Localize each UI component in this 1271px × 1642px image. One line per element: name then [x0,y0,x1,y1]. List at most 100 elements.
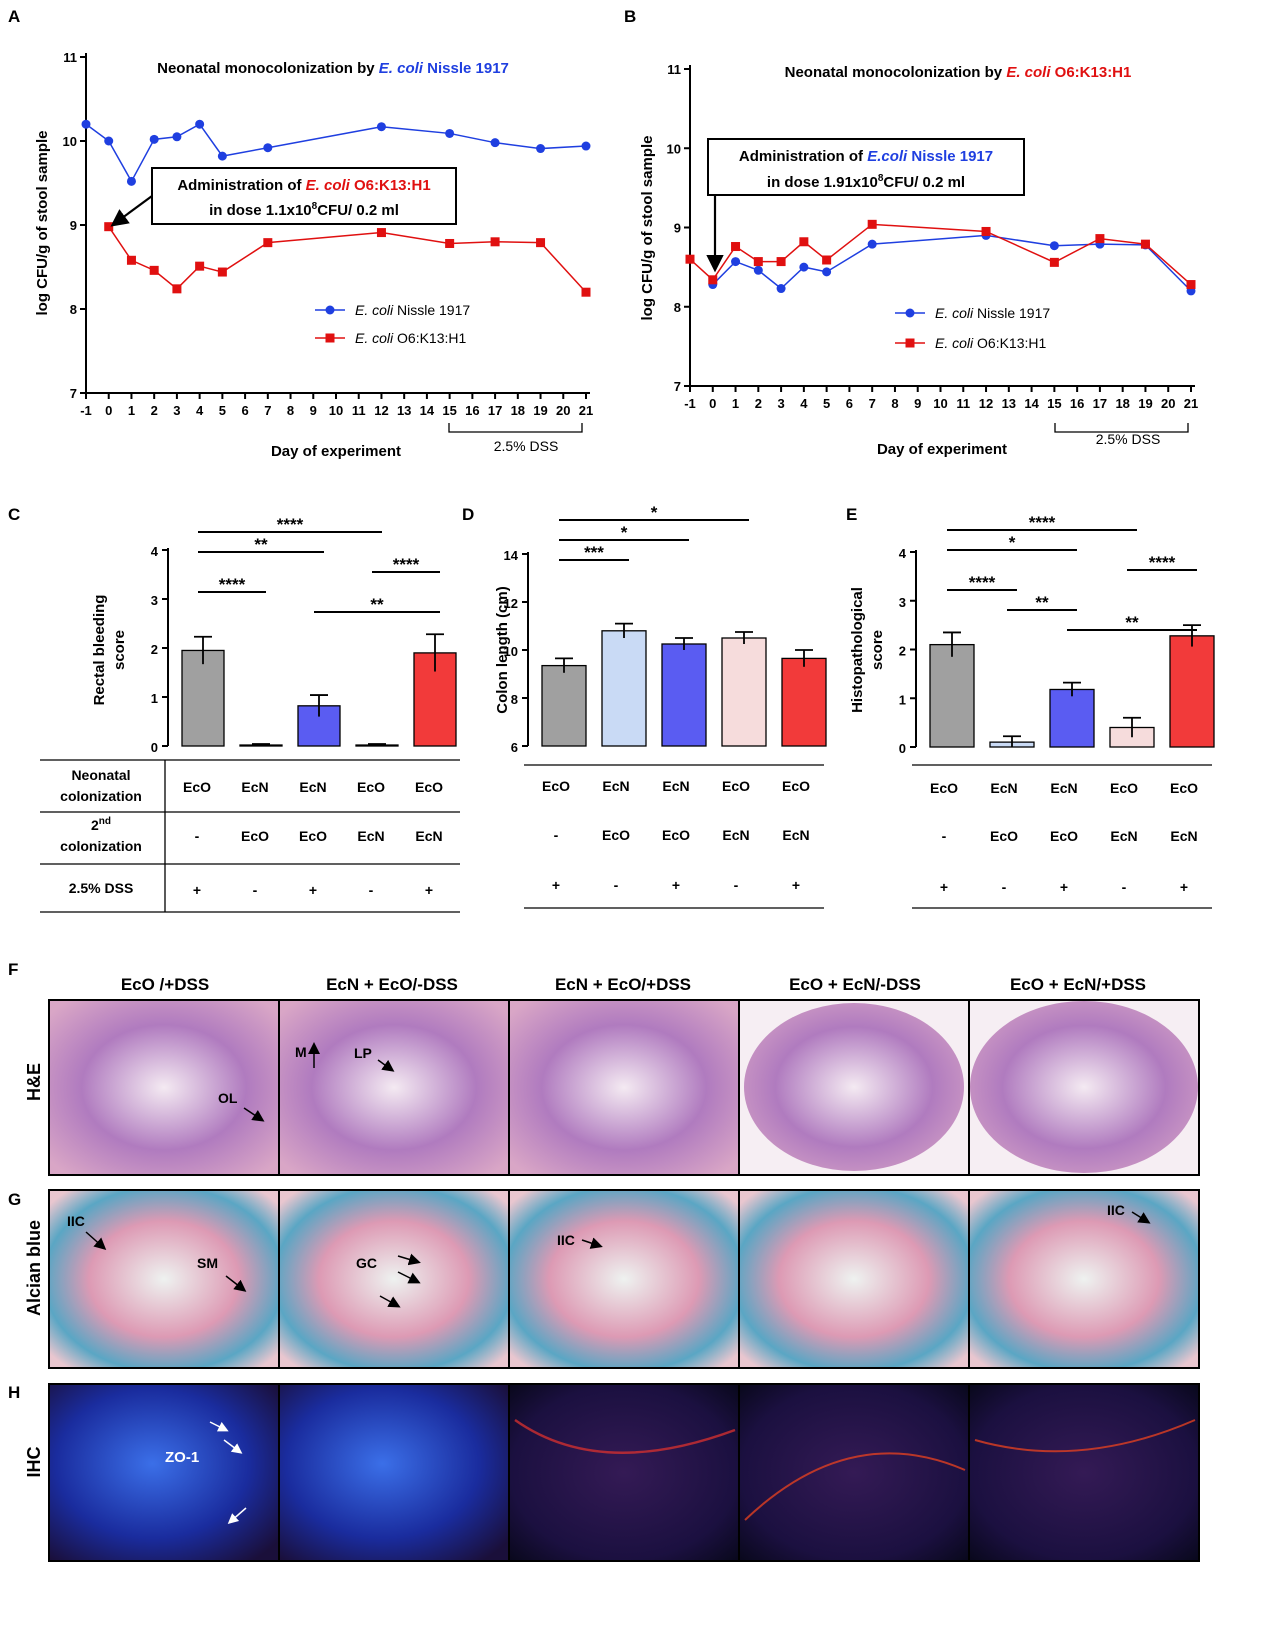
table-d-cell: - [734,877,739,893]
panel-c-ytick-label: 1 [151,691,158,706]
panel-b-ytick-label: 10 [667,141,681,156]
panel-a-series-1-point [445,128,455,138]
condition-table-c: Neonatal colonization 2nd colonization 2.5… [40,759,460,913]
panel-b-xtick-label: 16 [1070,396,1084,411]
panel-a-series-2-point [581,287,591,297]
panel-a-xtick-label: 20 [556,403,570,418]
panel-a-series-1-point [376,122,386,132]
panel-a-series-1-point [195,119,205,129]
panel-label-f: F [8,960,18,979]
panel-b-xtick-label: 2 [755,396,762,411]
panel-b-dss-label: 2.5% DSS [1096,431,1161,447]
he-image-2 [278,999,510,1176]
panel-a-xtick-label: 4 [196,403,204,418]
panel-b-xtick-label: 12 [979,396,993,411]
table-d-cell: - [614,877,619,893]
panel-a-xtick-label: 5 [219,403,226,418]
panel-c-sig-label: ** [254,535,268,554]
histology-col-4-label: EcO + EcN/-DSS [789,975,921,994]
panel-a-xtick-label: 0 [105,403,112,418]
panel-c-ytick-label: 4 [151,544,159,559]
panel-a-ytick-label: 11 [63,50,77,65]
panel-d-sig-label: * [621,523,628,542]
panel-a-xtick-label: 16 [465,403,479,418]
panel-e-ytick-label: 2 [899,644,906,659]
panel-d-sig-label: *** [584,543,604,562]
panel-e-ylabel: Histopathological score [849,587,886,713]
condition-table-e: EcO EcN EcN EcO EcO - EcO EcO EcN EcN + - + - + [912,764,1212,909]
panel-a-series-2-line [108,226,587,293]
table-e-cell: - [942,828,947,844]
panel-b-title: Neonatal monocolonization by E. coli O6:… [785,64,1132,81]
panel-e-sig-label: ** [1035,593,1049,612]
condition-table-d: EcO EcN EcN EcO EcO - EcO EcO EcN EcN + - + - + [524,764,824,909]
histology-col-3-label: EcN + EcO/+DSS [555,975,691,994]
panel-a-legend-nissle: E. coli Nissle 1917 [355,302,470,318]
panel-b-series-2-point [799,237,809,247]
panel-a-xtick-label: 3 [173,403,180,418]
panel-label-b: B [624,7,636,26]
panel-a-ytick-label: 9 [70,218,77,233]
panel-d-ylabel: Colon length (cm) [494,586,511,714]
panel-b-series-1-point [822,267,832,277]
alcian-image-2 [278,1189,510,1369]
table-d-cell: EcN [602,778,629,794]
annot-ol: OL [218,1090,238,1106]
panel-a-series-1-point [149,134,159,144]
panel-a-series-1-point [217,151,227,161]
table-c-cell: EcO [241,828,269,844]
table-d-cell: EcO [542,778,570,794]
panel-b-ytick-label: 9 [674,221,681,236]
table-e-cell: + [1180,879,1188,895]
panel-label-g: G [8,1190,21,1209]
panel-d-ytick-label: 10 [504,644,518,659]
panel-a-xtick-label: 9 [310,403,317,418]
panel-d-ytick-label: 8 [511,692,518,707]
table-d-cell: + [792,877,800,893]
panel-b-xtick-label: -1 [684,396,696,411]
panel-a-xlabel: Day of experiment [271,443,401,460]
table-e-cell: - [1122,879,1127,895]
table-d-cell: EcN [722,827,749,843]
panel-label-h: H [8,1383,20,1402]
panel-b-xtick-label: 10 [933,396,947,411]
table-c-cell: + [193,882,201,898]
panel-a-series-2-point [195,261,205,271]
panel-a-title: Neonatal monocolonization by E. coli Nis… [157,60,509,77]
table-c-cell: EcO [183,779,211,795]
alcian-image-4 [738,1189,970,1369]
ihc-row [48,1383,1200,1562]
histology-row-he-label: H&E [24,1063,44,1101]
annot-zo1: ZO-1 [165,1449,199,1466]
panel-b-legend: E. coli Nissle 1917 E. coli O6:K13:H1 [895,305,1050,351]
table-d-cell: EcO [662,827,690,843]
table-c-cell: - [253,882,258,898]
panel-b-xtick-label: 7 [869,396,876,411]
histology-grid: EcO /+DSS EcN + EcO/-DSS EcN + EcO/+DSS … [24,975,1200,1562]
panel-c-ytick-label: 3 [151,593,158,608]
panel-d-ytick-label: 14 [504,548,519,563]
histology-row-ihc-label: IHC [24,1447,44,1478]
panel-a-ytick-label: 7 [70,386,77,401]
panel-b-legend-nissle: E. coli Nissle 1917 [935,305,1050,321]
panel-d-bar-5 [781,657,827,747]
panel-e-ytick-label: 4 [899,546,907,561]
panel-b-series-2-point [981,226,991,236]
panel-b-series-2-point [753,257,763,267]
table-e-cell: - [1002,879,1007,895]
panel-c-sig-label: **** [277,515,304,534]
table-c-cell: EcO [357,779,385,795]
panel-a-chart: Neonatal monocolonization by E. coli Nis… [34,50,593,460]
table-e-cell: EcO [930,780,958,796]
panel-b-annotation-box [707,138,1025,196]
panel-e-ytick-label: 0 [899,741,906,756]
histology-col-1-label: EcO /+DSS [121,975,209,994]
panel-e-bar-3 [1049,688,1095,748]
annot-iic-3: IIC [1107,1202,1125,1218]
table-d-cell: EcN [662,778,689,794]
panel-label-a: A [8,7,20,26]
panel-a-dss-label: 2.5% DSS [494,438,559,454]
histology-annotations: OL M LP IIC SM GC IIC IIC ZO-1 [67,1042,1151,1524]
panel-a-xtick-label: 17 [488,403,502,418]
